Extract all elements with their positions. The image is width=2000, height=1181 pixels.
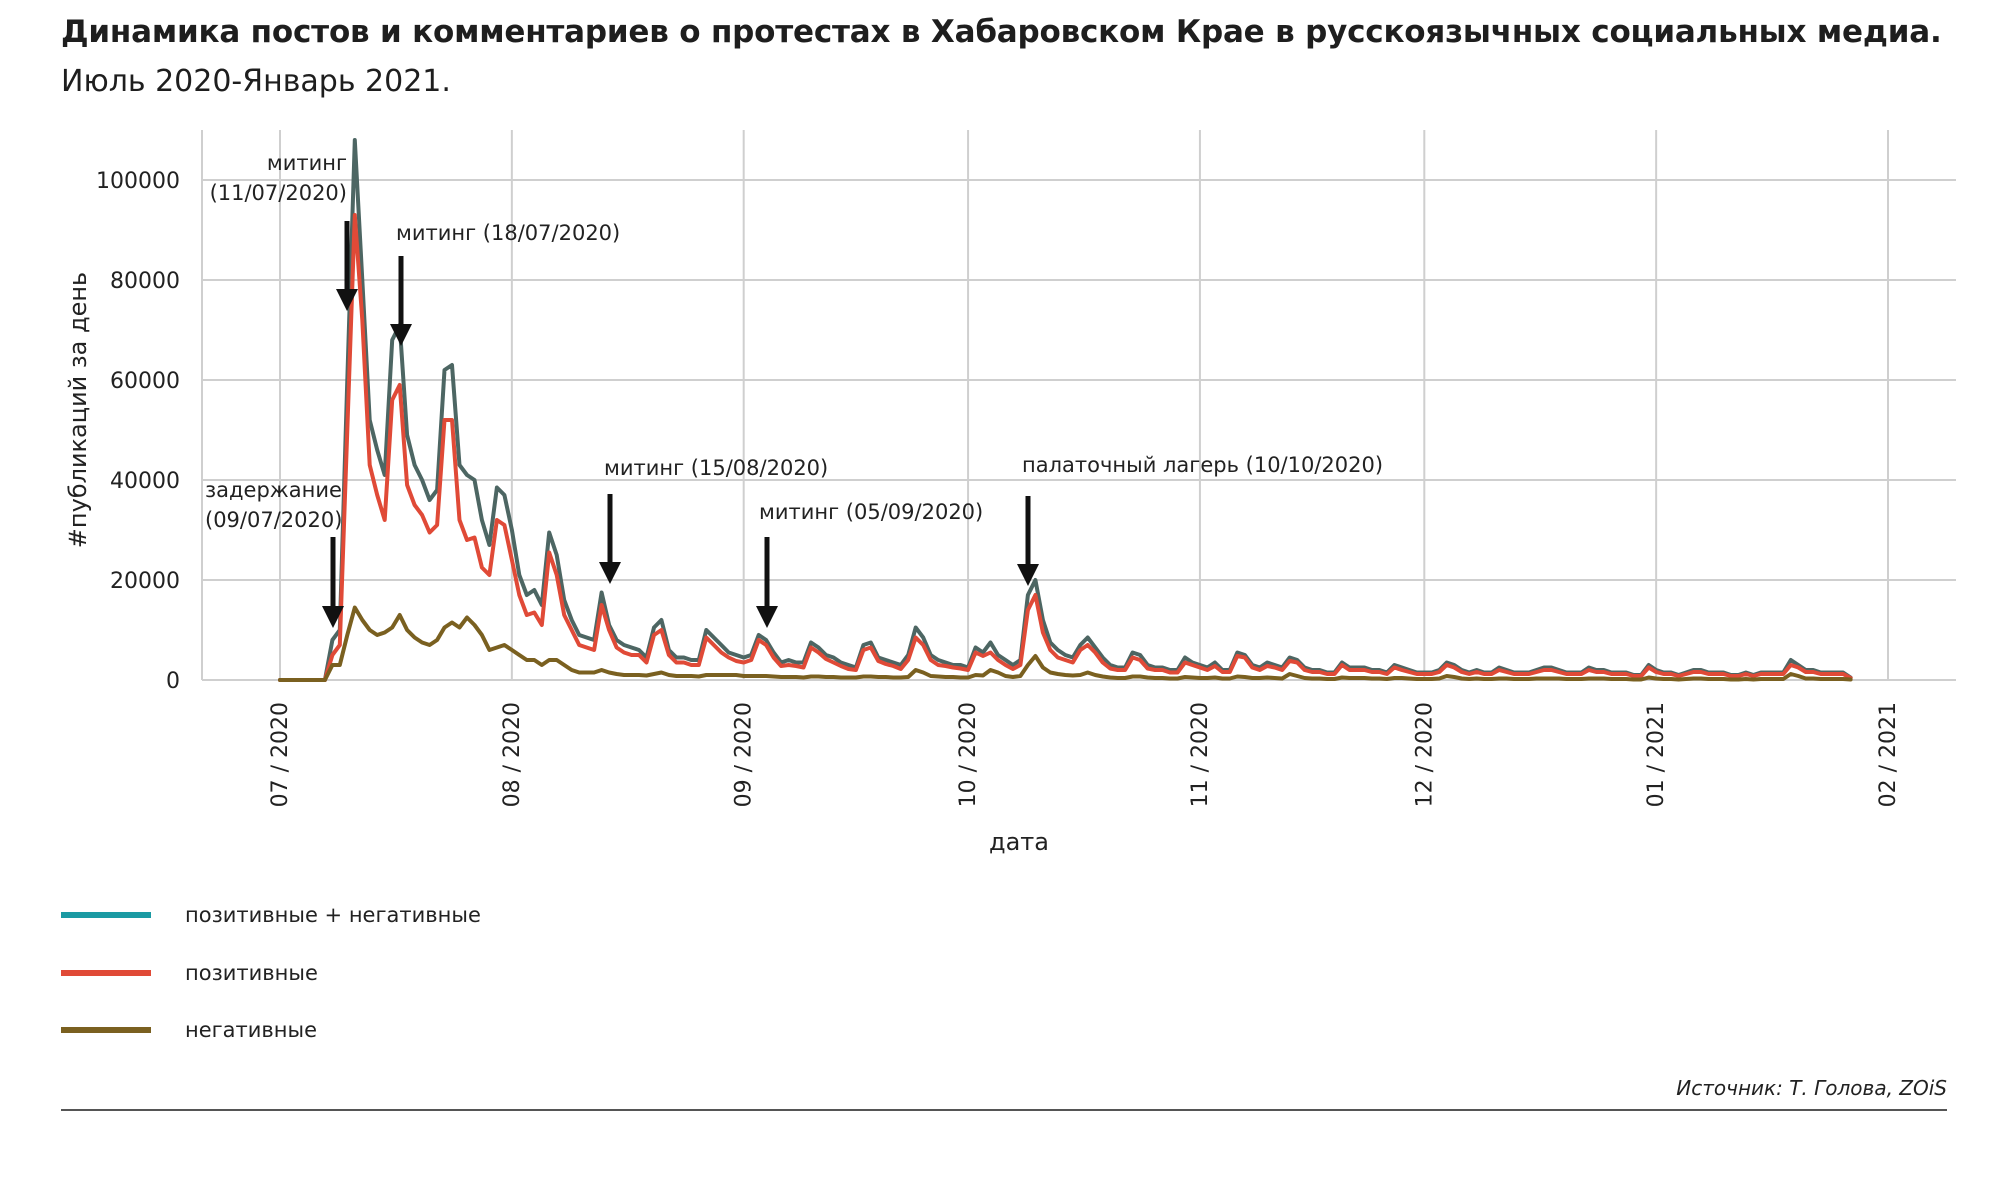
y-axis-label: #публикаций за день xyxy=(64,272,92,548)
line-chart: задержание (09/07/2020) митинг (11/07/2020)… xyxy=(64,130,1956,856)
chart-title: Динамика постов и комментариев о протест… xyxy=(61,14,1942,50)
x-tick-label: 08 / 2020 xyxy=(500,702,525,807)
y-tick-label: 60000 xyxy=(110,369,180,394)
y-tick-label: 20000 xyxy=(110,569,180,594)
x-tick-label: 12 / 2020 xyxy=(1412,702,1437,807)
chart-subtitle: Июль 2020-Январь 2021. xyxy=(61,64,451,99)
annotation-label-line: задержание xyxy=(205,478,342,502)
annotation-label-line: (11/07/2020) xyxy=(210,181,347,205)
x-tick-label: 11 / 2020 xyxy=(1188,702,1213,807)
annotation-label-line: митинг (15/08/2020) xyxy=(604,456,828,480)
legend-swatch-total xyxy=(61,912,151,918)
annotation-arrow-head xyxy=(1017,564,1039,586)
legend-swatch-negative xyxy=(61,1027,151,1033)
annotation-arrow-head xyxy=(599,562,621,584)
legend-label-negative: негативные xyxy=(185,1018,318,1042)
annotation-label-line: митинг (05/09/2020) xyxy=(759,500,983,524)
x-tick-label: 01 / 2021 xyxy=(1644,702,1669,807)
x-axis-label: дата xyxy=(989,828,1049,856)
y-tick-label: 100000 xyxy=(96,169,180,194)
x-tick-label: 10 / 2020 xyxy=(956,702,981,807)
legend-item-positive: позитивные xyxy=(61,958,318,988)
x-tick-label: 02 / 2021 xyxy=(1876,702,1901,807)
annotation-arrow-head xyxy=(756,606,778,628)
axes: 0 20000 40000 60000 80000 100000 07 / 2020 08 /… xyxy=(64,169,1901,856)
annotation-arrow-head xyxy=(336,289,358,311)
legend-item-negative: негативные xyxy=(61,1015,317,1045)
x-tick-label: 09 / 2020 xyxy=(732,702,757,807)
annotation-arrow-head xyxy=(322,606,344,628)
legend-label-positive: позитивные xyxy=(185,961,318,985)
legend-label-total: позитивные + негативные xyxy=(185,903,481,927)
annotation-label: митинг (11/07/2020) xyxy=(210,151,347,205)
legend-swatch-positive xyxy=(61,970,151,976)
series-line-positive xyxy=(278,213,1853,682)
y-tick-label: 40000 xyxy=(110,469,180,494)
x-tick-label: 07 / 2020 xyxy=(268,702,293,807)
divider xyxy=(61,1109,1947,1111)
legend-item-total: позитивные + негативные xyxy=(61,900,481,930)
annotation-arrow-head xyxy=(390,324,412,346)
annotation-label: задержание (09/07/2020) xyxy=(205,478,342,532)
annotation-label: палаточный лагерь (10/10/2020) xyxy=(1022,453,1383,477)
annotation-label-line: митинг xyxy=(267,151,347,175)
y-tick-label: 0 xyxy=(166,669,180,694)
annotation-label-line: (09/07/2020) xyxy=(205,508,342,532)
annotation-label: митинг (05/09/2020) xyxy=(759,500,983,524)
series-lines xyxy=(278,138,1853,682)
annotation-label: митинг (18/07/2020) xyxy=(396,221,620,245)
series-line-total xyxy=(278,138,1853,682)
annotation-label: митинг (15/08/2020) xyxy=(604,456,828,480)
annotation-label-line: митинг (18/07/2020) xyxy=(396,221,620,245)
grid xyxy=(201,130,1956,681)
annotation-label-line: палаточный лагерь (10/10/2020) xyxy=(1022,453,1383,477)
source-note: Источник: Т. Голова, ZOiS xyxy=(1676,1076,1947,1100)
series-line-negative xyxy=(278,605,1853,682)
annotations: задержание (09/07/2020) митинг (11/07/2020)… xyxy=(205,151,1383,628)
y-tick-label: 80000 xyxy=(110,269,180,294)
